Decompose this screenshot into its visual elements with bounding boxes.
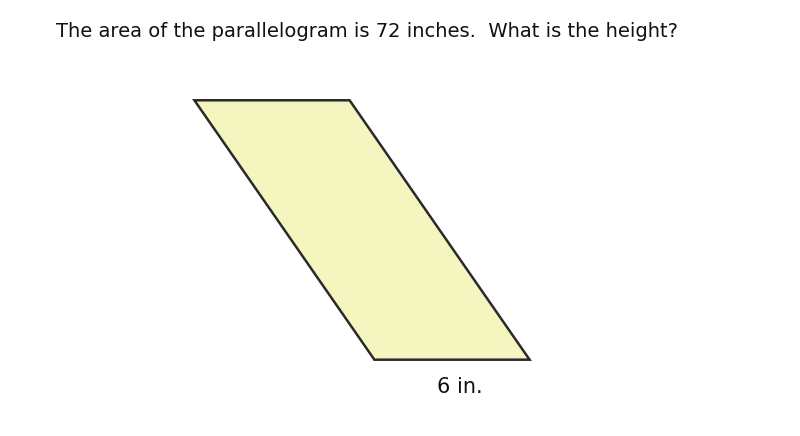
Text: The area of the parallelogram is 72 inches.  What is the height?: The area of the parallelogram is 72 inch… [56, 22, 678, 41]
Text: 6 in.: 6 in. [437, 377, 483, 397]
